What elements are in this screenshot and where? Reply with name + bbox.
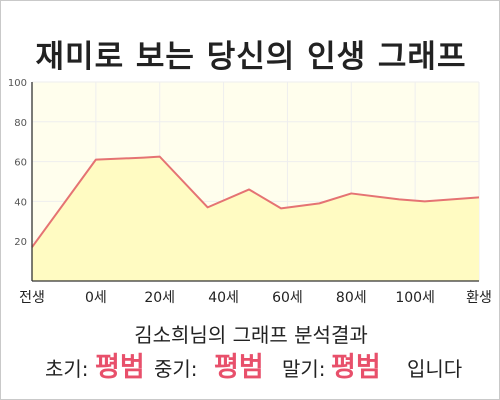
y-tick-label: 60	[14, 158, 27, 169]
x-tick-label: 0세	[85, 290, 107, 306]
late-stage-label: 말기:	[282, 357, 326, 381]
chart-axes	[31, 82, 479, 282]
middle-stage-value: 평범	[214, 352, 264, 383]
series-line	[31, 155, 480, 248]
early-stage-label: 초기:	[45, 357, 89, 381]
y-tick-label: 80	[14, 118, 27, 129]
x-tick-label: 전생	[19, 290, 45, 306]
page-title: 재미로 보는 당신의 인생 그래프	[35, 39, 467, 75]
y-tick-label: 20	[14, 237, 27, 248]
y-tick-labels: 20 40 60 80 100	[8, 78, 27, 248]
y-tick-label: 40	[14, 197, 27, 208]
x-tick-label: 80세	[336, 290, 367, 306]
middle-stage-label: 중기:	[154, 357, 198, 381]
x-tick-label: 환생	[466, 290, 492, 306]
x-tick-label: 60세	[272, 290, 303, 306]
analysis-heading: 김소희님의 그래프 분석결과	[134, 323, 368, 347]
x-tick-label: 20세	[144, 290, 175, 306]
x-tick-label: 100세	[395, 290, 435, 306]
x-tick-labels: 전생 0세 20세 40세 60세 80세 100세 환생	[19, 290, 492, 306]
chart-area-layer	[31, 155, 480, 281]
result-ending: 입니다	[407, 357, 463, 381]
late-stage-value: 평범	[331, 352, 381, 383]
x-tick-label: 40세	[208, 290, 239, 306]
early-stage-value: 평범	[95, 352, 145, 383]
series-area-fill	[32, 156, 479, 281]
analysis-result: 초기: 평범 중기: 평범 말기: 평범 입니다	[1, 345, 500, 385]
life-graph-chart: 20 40 60 80 100 전생 0세 20세 40세 60세 80세 100세 환생	[8, 78, 492, 306]
y-tick-label: 100	[8, 78, 27, 89]
